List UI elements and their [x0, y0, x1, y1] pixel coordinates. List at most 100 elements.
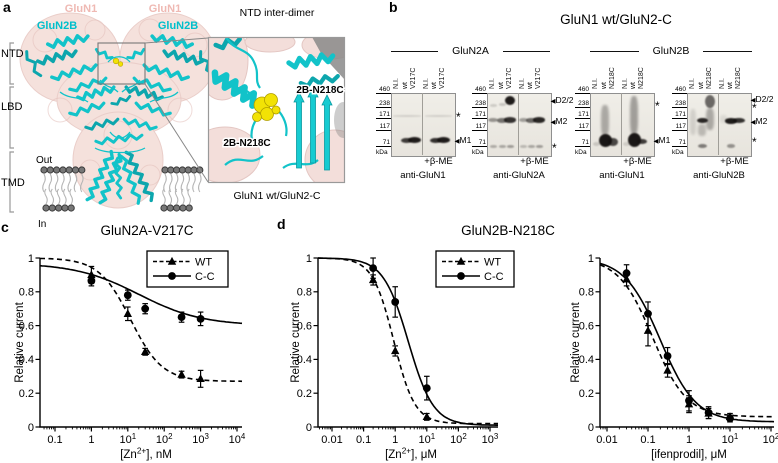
- circle-marker: [704, 408, 713, 417]
- lane-label: wt: [600, 82, 608, 89]
- gel-band: [727, 144, 735, 148]
- gel-band: [706, 108, 714, 130]
- mw-marker: 117: [472, 123, 487, 131]
- lane-label: N.I.: [591, 78, 599, 89]
- chart-d-right: 0 0.2 0.4 0.6 0.8 1 0.01 0.1 1 101 102 Relative cur…: [570, 253, 778, 461]
- y-axis: 0 0.2 0.4 0.6 0.8 1: [579, 253, 600, 434]
- mw-marker: 171: [472, 111, 487, 119]
- lane-label: N.I.: [688, 78, 696, 89]
- data-point: [644, 309, 652, 318]
- antibody-label: anti-GluN1: [599, 170, 645, 181]
- gel-band: [527, 145, 535, 148]
- gel-band: [506, 145, 514, 148]
- y-tick-label: 0: [28, 422, 34, 434]
- y-tick-label: 0: [588, 422, 594, 434]
- gel-band: [725, 118, 737, 124]
- gel-band: [429, 138, 441, 143]
- panel-c-letter: c: [1, 219, 9, 235]
- gel-band: [498, 145, 506, 148]
- gel-band: [705, 95, 715, 108]
- mw-marker: 171: [376, 111, 391, 119]
- glun2b-label-left: GluN2B: [37, 20, 77, 32]
- gel-band: [498, 103, 506, 106]
- fit-curve: [39, 264, 243, 325]
- mw-marker: 238: [376, 100, 391, 108]
- lane-label: N.I.: [718, 78, 726, 89]
- inset-residue-label-bottom: 2B-N218C: [223, 138, 270, 149]
- lane-label: N218C: [608, 67, 616, 89]
- disulfide-site: [112, 57, 124, 67]
- legend: WT C-C: [146, 250, 229, 288]
- left-arrow-icon: ◀: [550, 97, 556, 105]
- gel-band: [630, 96, 638, 135]
- beta-me-label: +β-ME: [623, 156, 652, 167]
- y-tick-label: 0.8: [579, 287, 594, 299]
- gel-band: [592, 142, 600, 146]
- gel-band: [696, 118, 708, 123]
- mw-marker: 460: [575, 86, 590, 94]
- domain-brackets: [9, 42, 14, 213]
- lane-label: V217C: [534, 67, 542, 89]
- circle-marker: [726, 414, 734, 423]
- panel-d-title: GluN2B-N218C: [461, 223, 555, 238]
- data-point: [663, 352, 672, 360]
- gel-band: [601, 105, 609, 136]
- y-tick-label: 0.2: [19, 388, 34, 400]
- lane-label: wt: [430, 82, 438, 89]
- gel-band: [690, 109, 696, 135]
- gel-band: [637, 139, 647, 144]
- data-point: [685, 396, 693, 405]
- gel-divider: [422, 93, 423, 155]
- data-point: [622, 269, 631, 278]
- group-label: GluN2B: [652, 45, 690, 57]
- lane-label: wt: [401, 82, 409, 89]
- triangle-marker: [140, 347, 150, 355]
- data-point: [87, 276, 96, 285]
- gel-band: [533, 117, 545, 123]
- triangle-marker: [391, 346, 400, 355]
- y-tick-label: 0.4: [297, 354, 312, 366]
- y-tick-label: 0.6: [297, 320, 312, 332]
- gel-band: [425, 115, 452, 117]
- band-label: D2/2: [555, 94, 574, 105]
- kda-label: kDa: [575, 149, 587, 156]
- y-tick-label: 0.6: [579, 320, 594, 332]
- disulfide-bond: [252, 93, 281, 122]
- chart-d-left: 0 0.2 0.4 0.6 0.8 1 0.01 0.1 1 101 102 103 WT C-C Rela…: [290, 250, 515, 461]
- x-axis: 0.01 0.1 1 101 102: [596, 427, 778, 446]
- band-annotation-arrow: ◀M2: [751, 115, 768, 127]
- mw-marker: 238: [472, 100, 487, 108]
- antibody-label: anti-GluN1: [400, 170, 446, 181]
- mw-marker: 460: [672, 86, 687, 94]
- gel-band: [400, 138, 412, 143]
- circle-marker: [369, 264, 378, 273]
- gel-band: [535, 145, 543, 148]
- x-axis-title: [ifenprodil], μM: [651, 449, 727, 461]
- lane-label: N218C: [734, 67, 742, 89]
- circle-marker: [196, 314, 205, 323]
- triangle-marker: [643, 326, 653, 334]
- mw-marker: 117: [376, 123, 391, 131]
- data-point: [123, 291, 132, 300]
- membrane: [40, 166, 204, 212]
- inset-title: NTD inter-dimer: [240, 7, 315, 19]
- glun1-label-right: GluN1: [149, 3, 181, 15]
- y-axis-title: Relative current: [290, 301, 302, 382]
- triangle-marker: [456, 256, 466, 265]
- circle-marker: [663, 352, 672, 360]
- kda-label: kDa: [376, 149, 388, 156]
- band-annotation-arrow: ◀M2: [551, 116, 568, 127]
- x-tick-label: 101: [418, 432, 435, 446]
- gel-band: [518, 118, 528, 122]
- x-axis: 0.1 1 101 102 103 104: [43, 427, 246, 446]
- fit-curve: [599, 264, 774, 418]
- gel-band: [733, 118, 745, 123]
- band-label: M2: [755, 115, 768, 126]
- x-tick-label: 0.1: [356, 434, 371, 446]
- panel-d-letter: d: [277, 216, 286, 232]
- band-annotation-star: *: [752, 101, 757, 115]
- gel-band: [488, 118, 498, 122]
- band-label: M1: [459, 134, 472, 145]
- y-axis: 0 0.2 0.4 0.6 0.8 1: [297, 253, 318, 434]
- data-point: [663, 365, 672, 374]
